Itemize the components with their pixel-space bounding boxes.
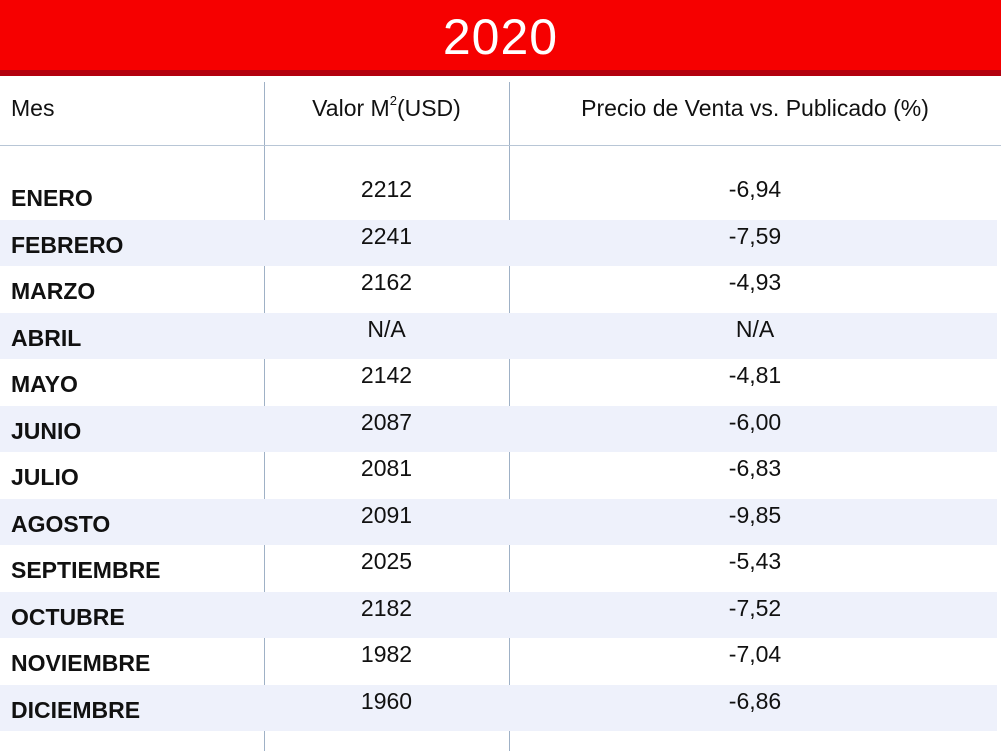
cell-precio: -7,52 (728, 594, 782, 621)
table-row: MARZO 2162 -4,93 (0, 266, 997, 313)
cell-mes: DICIEMBRE (11, 696, 141, 723)
cell-precio: -6,86 (728, 687, 782, 714)
cell-mes: AGOSTO (11, 510, 111, 537)
cell-valor: 2241 (360, 222, 413, 249)
table-row: DICIEMBRE 1960 -6,86 (0, 684, 997, 731)
table-row: OCTUBRE 2182 -7,52 (0, 591, 997, 638)
cell-precio: N/A (735, 315, 775, 342)
table-row: FEBRERO 2241 -7,59 (0, 219, 997, 266)
cell-mes: MAYO (11, 371, 78, 397)
cell-precio: -6,83 (728, 455, 782, 481)
cell-valor: 1960 (360, 687, 413, 714)
table-row: JUNIO 2087 -6,00 (0, 405, 997, 452)
cell-valor: 2081 (360, 455, 413, 481)
cell-valor: 2142 (360, 362, 413, 388)
table-body: ENERO 2212 -6,94 FEBRERO 2241 -7,59 MARZ… (0, 173, 1001, 731)
cell-valor: 2091 (360, 501, 413, 528)
cell-valor: N/A (367, 315, 406, 342)
table-row: JULIO 2081 -6,83 (0, 452, 997, 499)
cell-precio: -6,00 (728, 408, 782, 435)
cell-mes: SEPTIEMBRE (11, 557, 161, 583)
header-valor-suffix: (USD) (396, 95, 461, 121)
cell-valor: 2025 (360, 548, 413, 574)
header-mes: Mes (11, 95, 55, 121)
header-precio: Precio de Venta vs. Publicado (%) (581, 95, 929, 121)
cell-mes: MARZO (11, 278, 96, 304)
table-row: SEPTIEMBRE 2025 -5,43 (0, 545, 997, 592)
table-row: ABRIL N/A N/A (0, 312, 997, 359)
cell-valor: 2087 (360, 408, 413, 435)
cell-mes: FEBRERO (11, 231, 124, 258)
table-header: Mes Valor M2(USD) Precio de Venta vs. Pu… (0, 82, 1001, 146)
cell-valor: 2182 (360, 594, 413, 621)
table-row: MAYO 2142 -4,81 (0, 359, 997, 406)
cell-mes: OCTUBRE (11, 603, 125, 630)
cell-precio: -6,94 (728, 176, 782, 202)
cell-mes: ENERO (11, 185, 93, 211)
header-valor-superscript: 2 (389, 93, 397, 108)
cell-precio: -5,43 (728, 548, 782, 574)
cell-precio: -4,81 (728, 362, 782, 388)
page-title: 2020 (442, 9, 559, 65)
cell-mes: JULIO (11, 464, 79, 490)
cell-valor: 2212 (360, 176, 413, 202)
title-banner: 2020 (0, 0, 1001, 70)
cell-mes: ABRIL (11, 324, 82, 351)
cell-precio: -9,85 (728, 501, 782, 528)
cell-valor: 2162 (360, 269, 413, 295)
cell-precio: -7,04 (728, 641, 782, 667)
header-divider (0, 145, 1001, 146)
cell-valor: 1982 (360, 641, 413, 667)
table-row: NOVIEMBRE 1982 -7,04 (0, 638, 997, 685)
table-row: AGOSTO 2091 -9,85 (0, 498, 997, 545)
title-underline (0, 70, 1001, 76)
table-row: ENERO 2212 -6,94 (0, 173, 997, 220)
cell-mes: NOVIEMBRE (11, 650, 151, 676)
header-valor: Valor M2(USD) (264, 93, 509, 122)
cell-mes: JUNIO (11, 417, 82, 444)
cell-precio: -7,59 (728, 222, 782, 249)
cell-precio: -4,93 (728, 269, 782, 295)
header-valor-prefix: Valor M (312, 95, 390, 121)
